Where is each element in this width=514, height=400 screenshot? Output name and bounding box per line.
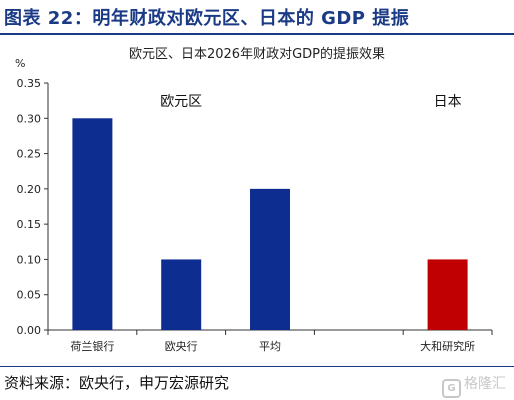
- title-rule: [0, 33, 514, 35]
- x-tick-label: 大和研究所: [420, 339, 475, 353]
- group-label: 欧元区: [160, 94, 202, 110]
- y-tick-label: 0.05: [17, 289, 42, 302]
- y-tick-label: 0.35: [17, 77, 42, 90]
- watermark-text: 格隆汇: [464, 376, 506, 392]
- watermark: G 格隆汇: [442, 373, 506, 398]
- bottom-rule: [0, 366, 514, 367]
- y-tick-label: 0.10: [17, 253, 42, 266]
- figure-title: 图表 22：明年财政对欧元区、日本的 GDP 提振: [4, 8, 410, 29]
- y-axis-unit: %: [15, 57, 26, 70]
- bar: [250, 188, 290, 330]
- y-tick-label: 0.15: [17, 218, 42, 231]
- x-tick-label: 平均: [259, 340, 281, 353]
- watermark-logo-icon: G: [442, 379, 461, 398]
- x-tick-label: 荷兰银行: [70, 339, 114, 353]
- chart-title: 欧元区、日本2026年财政对GDP的提振效果: [128, 47, 385, 62]
- group-label: 日本: [434, 94, 462, 110]
- y-tick-label: 0.25: [17, 148, 42, 161]
- x-tick-label: 欧央行: [165, 340, 198, 353]
- y-tick-label: 0.20: [17, 183, 42, 196]
- y-tick-label: 0.00: [17, 324, 42, 337]
- bar: [72, 118, 113, 331]
- y-tick-label: 0.30: [17, 112, 42, 125]
- source-note: 资料来源：欧央行，申万宏源研究: [4, 374, 230, 392]
- bar: [427, 259, 468, 330]
- bar: [161, 259, 202, 330]
